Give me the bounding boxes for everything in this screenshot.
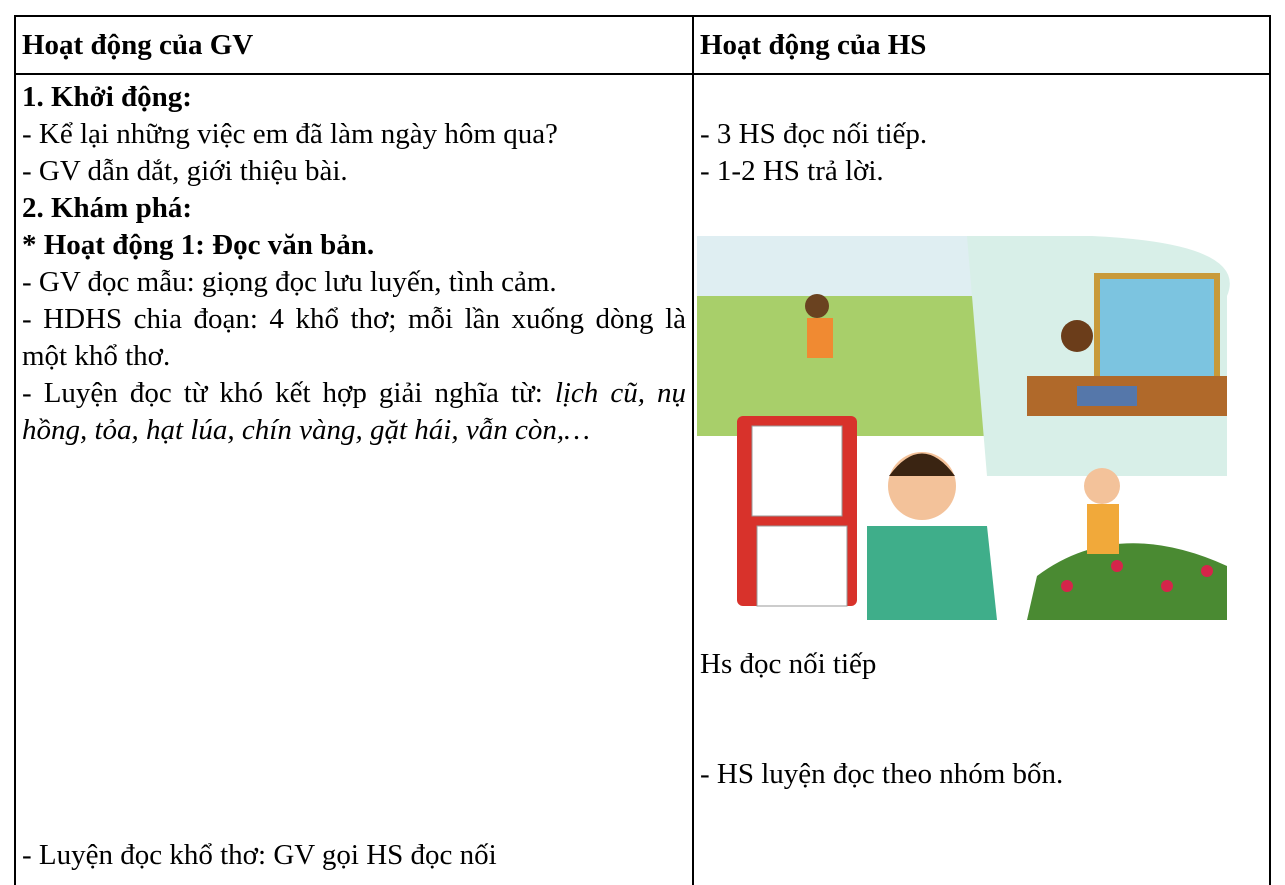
illustration <box>697 236 1230 620</box>
border-left <box>14 15 16 885</box>
heading: * Hoạt động 1: Đọc văn bản. <box>22 229 375 261</box>
left-column: 1. Khởi động: - Kể lại những việc em đã … <box>22 79 686 449</box>
paragraph: - GV đọc mẫu: giọng đọc lưu luyến, tình … <box>22 266 557 298</box>
header-rule <box>14 73 1271 75</box>
text: - Luyện đọc từ khó kết hợp giải nghĩa từ… <box>22 377 543 409</box>
italic-text: lịch cũ, nụ hồng, tỏa, hạt lúa, chín vàn… <box>22 377 687 446</box>
caption: Hs đọc nối tiếp <box>700 648 877 680</box>
paragraph: - Luyện đọc từ khó kết hợp giải nghĩa từ… <box>22 375 686 449</box>
paragraph: - HDHS chia đoạn: 4 khổ thơ; mỗi lần xuố… <box>22 303 686 372</box>
paragraph: - GV dẫn dắt, giới thiệu bài. <box>22 155 348 187</box>
paragraph: - 1-2 HS trả lời. <box>700 155 884 187</box>
paragraph: - Luyện đọc khổ thơ: GV gọi HS đọc nối <box>22 839 497 871</box>
heading: 1. Khởi động: <box>22 81 192 113</box>
border-right <box>1269 15 1271 885</box>
paragraph: - Kể lại những việc em đã làm ngày hôm q… <box>22 118 558 150</box>
paragraph: - 3 HS đọc nối tiếp. <box>700 118 928 150</box>
border-top <box>14 15 1271 17</box>
header-cell: Hoạt động của HS <box>700 29 927 61</box>
heading: 2. Khám phá: <box>22 192 193 224</box>
paragraph: - HS luyện đọc theo nhóm bốn. <box>700 758 1064 790</box>
border-middle <box>692 15 694 885</box>
header-cell: Hoạt động của GV <box>22 29 254 61</box>
